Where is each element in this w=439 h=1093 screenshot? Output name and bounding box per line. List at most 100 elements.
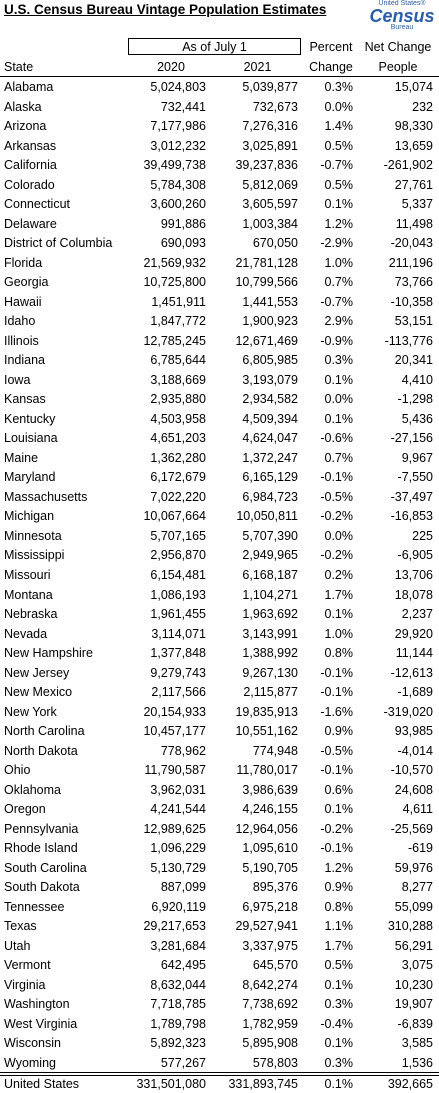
pop-2021-cell: 2,934,582 [242,392,298,407]
percent-change-cell: 0.5% [324,958,354,973]
percent-change-cell: 0.1% [324,372,354,387]
logo-main: Census [369,6,435,26]
state-cell: Nebraska [4,607,58,622]
pop-2020-cell: 7,022,220 [150,489,206,504]
percent-change-cell: 0.9% [324,724,354,739]
pop-2021-cell: 2,115,877 [243,685,298,700]
pop-2020-cell: 3,012,232 [150,138,206,153]
percent-change-cell: 0.1% [324,977,354,992]
state-cell: Vermont [4,958,51,973]
title: U.S. Census Bureau Vintage Population Es… [4,2,327,17]
pop-2021-cell: 1,003,384 [242,216,298,231]
pop-2021-cell: 4,624,047 [242,431,298,446]
percent-change-cell: 1.7% [324,587,354,602]
pop-2020-cell: 21,569,932 [143,255,206,270]
year-header: 2020 [157,60,185,74]
percent-change-cell: 0.0% [324,528,354,543]
pop-2021-cell: 645,570 [252,958,298,973]
percent-change-cell: -1.6% [320,704,353,719]
state-cell: Pennsylvania [4,821,79,836]
pop-2021-cell: 1,104,271 [242,587,298,602]
percent-change-cell: 0.1% [324,197,354,212]
state-cell: Kansas [4,392,46,407]
net-change-cell: 11,144 [395,646,433,661]
state-cell: Hawaii [4,294,42,309]
percent-header: Percent [309,40,353,54]
percent-change-cell: 1.2% [324,216,354,231]
pop-2020-cell: 1,377,848 [150,646,206,661]
pop-2021-cell: 1,900,923 [242,314,298,329]
pop-2021-cell: 21,781,128 [235,255,298,270]
state-cell: Arkansas [4,138,57,153]
state-cell: Alabama [4,80,54,94]
pop-2020-cell: 2,935,880 [150,392,206,407]
pop-2020-cell: 8,632,044 [150,977,206,992]
state-cell: New Jersey [4,665,70,680]
net-change-cell: 53,151 [394,314,433,329]
net-change-cell: -12,613 [390,665,433,680]
state-cell: District of Columbia [4,236,113,251]
pop-2020-cell: 6,172,679 [150,470,206,485]
state-cell: Wisconsin [4,1036,61,1051]
net-change-cell: 4,611 [402,802,433,817]
state-cell: Illinois [4,333,39,348]
pop-2020-cell: 3,962,031 [150,782,206,797]
state-cell: West Virginia [4,1016,78,1031]
pop-2020-cell: 6,920,119 [151,899,206,914]
pop-2020-cell: 778,962 [160,743,206,758]
state-cell: Colorado [4,177,55,192]
percent-change-cell: 0.6% [324,782,354,797]
state-cell: Iowa [4,372,31,387]
pop-2021-cell: 12,671,469 [235,333,298,348]
state-cell: Ohio [4,763,31,778]
pop-2020-cell: 1,362,280 [150,450,206,465]
net-change-cell: 10,230 [394,977,433,992]
pop-2020-cell: 5,024,803 [150,80,206,94]
pop-2020-cell: 5,784,308 [150,177,206,192]
pop-2020-cell: 12,989,625 [143,821,206,836]
pop-2020-cell: 29,217,653 [143,919,206,934]
state-cell: Delaware [4,216,57,231]
percent-change-cell: -0.2% [320,821,353,836]
state-cell: Tennessee [4,899,65,914]
pop-2020-cell: 6,154,481 [150,568,206,582]
state-cell: Louisiana [4,431,58,446]
net-change-cell: 24,608 [394,782,433,797]
pop-2021-cell: 12,964,056 [235,821,298,836]
pop-2021-cell: 3,025,891 [242,138,298,153]
pop-2021-cell: 4,246,155 [242,802,298,817]
net-change-cell: 225 [412,528,433,543]
percent-change-cell: 0.3% [324,80,354,94]
net-header: Net Change [364,40,432,54]
total-rule [0,1075,439,1076]
net-change-cell: 20,341 [394,353,433,368]
pop-2021-cell: 29,527,941 [235,919,298,934]
state-cell: Washington [4,997,70,1012]
percent-change-cell: 1.7% [324,938,354,953]
state-cell: South Dakota [4,880,80,895]
percent-change-cell: 0.7% [324,275,354,290]
pop-2020-cell: 991,886 [160,216,206,231]
percent-change-cell: 0.1% [324,1077,354,1091]
net-change-cell: 73,766 [394,275,433,290]
net-change-cell: 4,410 [401,372,433,387]
state-cell: United States [4,1077,80,1091]
pop-2021-cell: 3,337,975 [242,938,298,953]
net-change-cell: 15,074 [394,80,433,94]
state-cell: Kentucky [4,411,56,426]
pop-2021-cell: 3,193,079 [242,372,298,387]
pop-2021-cell: 331,893,745 [228,1077,298,1091]
pop-2020-cell: 1,451,911 [151,294,206,309]
pop-2020-cell: 3,188,669 [150,372,206,387]
pop-2020-cell: 6,785,644 [150,353,206,368]
percent-change-cell: 0.1% [324,607,354,622]
state-cell: Alaska [4,99,42,114]
percent-change-cell: -2.9% [320,236,353,251]
group-header: As of July 1 [182,40,247,54]
pop-2021-cell: 10,050,811 [236,509,298,524]
pop-2020-cell: 1,086,193 [150,587,206,602]
net-change-cell: -10,358 [390,294,433,309]
net-change-cell: -619 [407,841,433,856]
pop-2021-cell: 4,509,394 [242,411,298,426]
pop-2021-cell: 3,986,639 [242,782,298,797]
